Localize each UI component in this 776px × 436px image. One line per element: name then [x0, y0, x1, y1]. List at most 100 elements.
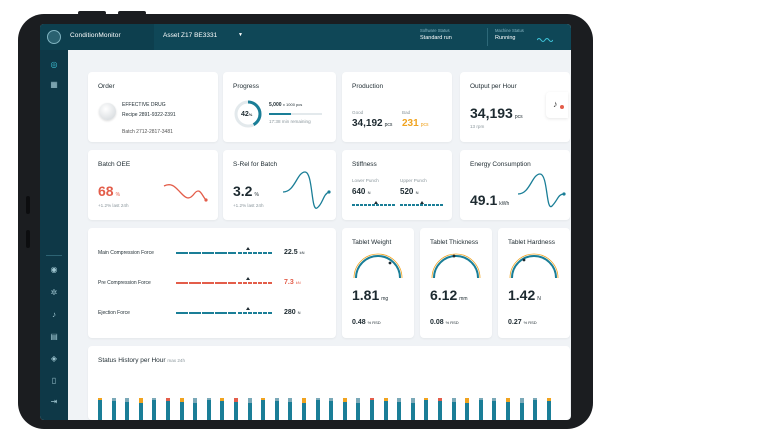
stiffness-bar	[352, 201, 444, 206]
bell-icon[interactable]: ♪	[52, 310, 56, 319]
history-bar[interactable]	[478, 398, 483, 420]
history-bar-cap	[397, 398, 402, 402]
history-bar[interactable]	[424, 398, 429, 420]
history-bar[interactable]	[383, 398, 388, 420]
history-bar[interactable]	[166, 398, 170, 420]
card-title: Status History per Hour max 24h	[98, 357, 185, 364]
user-icon[interactable]: ◉	[50, 265, 58, 274]
asset-selector[interactable]: Asset Z17 BE3331	[163, 32, 218, 39]
dashboard-icon[interactable]: ◎	[50, 60, 58, 69]
history-bar[interactable]	[533, 398, 538, 420]
tablet-sensor	[26, 230, 30, 248]
history-bar-cap	[492, 398, 497, 401]
history-bar[interactable]	[206, 398, 211, 420]
force-gauge	[176, 307, 272, 314]
history-bar[interactable]	[234, 398, 238, 420]
sidebar: ◎ ▦ ‹ ◉ ✲ ♪ ▤ ◈ ▯ ⇥	[40, 50, 68, 420]
chevron-down-icon[interactable]: ▼	[238, 32, 243, 38]
upper-punch-label: Upper Punch	[400, 178, 427, 183]
logo-icon	[47, 30, 61, 44]
status-history-card[interactable]: Status History per Hour max 24h	[88, 346, 570, 420]
card-title: Output per Hour	[470, 83, 517, 90]
history-bar[interactable]	[288, 398, 293, 420]
notification-button[interactable]: ♪	[546, 92, 568, 118]
card-title: Batch OEE	[98, 161, 131, 168]
history-bar[interactable]	[342, 398, 347, 420]
machine-status-label: Machine Status	[495, 28, 524, 33]
card-title: Production	[352, 83, 384, 90]
tablet-thickness-card[interactable]: Tablet Thickness 6.12 mm 0.08 % RSD	[420, 228, 492, 338]
good-label: Good	[352, 110, 364, 115]
app-title: ConditionMonitor	[70, 32, 121, 39]
history-bar[interactable]	[519, 398, 524, 420]
force-label: Ejection Force	[98, 310, 130, 316]
history-bar[interactable]	[125, 398, 130, 420]
history-bar[interactable]	[302, 398, 306, 420]
history-bar-cap	[370, 398, 374, 400]
shield-icon[interactable]: ◈	[50, 354, 58, 363]
batch-oee-card[interactable]: Batch OEE 68% +1.2% last 24h	[88, 150, 218, 220]
history-bar[interactable]	[546, 398, 551, 420]
software-status: Software Status Standard run	[420, 28, 452, 41]
history-bar[interactable]	[492, 398, 497, 420]
history-bar[interactable]	[329, 398, 334, 420]
energy-card[interactable]: Energy Consumption 49.1 kWh	[460, 150, 570, 220]
history-bar-cap	[138, 398, 143, 403]
stiffness-card[interactable]: Stiffness Lower Punch 640 N Upper Punch …	[342, 150, 452, 220]
history-bar[interactable]	[138, 398, 143, 420]
history-bar[interactable]	[152, 398, 157, 420]
batch-number: Batch 2712-2817-3481	[122, 129, 173, 135]
history-bar-cap	[451, 398, 456, 402]
history-bar[interactable]	[261, 398, 266, 420]
history-bar[interactable]	[179, 398, 184, 420]
order-card[interactable]: Order EFFECTIVE DRUG Recipe 2891-9322-23…	[88, 72, 218, 142]
history-bar[interactable]	[111, 398, 116, 420]
card-title: Tablet Weight	[352, 239, 392, 246]
force-value: 22.5 kN	[284, 249, 305, 256]
document-icon[interactable]: ▤	[50, 332, 58, 341]
tablet-hardness-card[interactable]: Tablet Hardness 1.42 N 0.27 % RSD	[498, 228, 570, 338]
history-bar-cap	[193, 398, 198, 403]
history-bar-cap	[342, 398, 347, 402]
remaining-time: 17:38 min remaining	[269, 119, 311, 124]
history-bar[interactable]	[98, 398, 102, 420]
history-bar[interactable]	[370, 398, 374, 420]
history-bar-cap	[315, 398, 320, 400]
history-bar[interactable]	[397, 398, 402, 420]
production-card[interactable]: Production Good 34,192 pcs Bad 231 pcs	[342, 72, 452, 142]
forces-card[interactable]: Main Compression Force 22.5 kN Pre Compres…	[88, 228, 336, 338]
grid-icon[interactable]: ▦	[50, 80, 58, 89]
tablet-weight-card[interactable]: Tablet Weight 1.81 mg 0.48 % RSD	[342, 228, 414, 338]
history-bar[interactable]	[247, 398, 252, 420]
history-bar[interactable]	[220, 398, 225, 420]
card-title: Stiffness	[352, 161, 377, 168]
pill-icon	[99, 103, 116, 120]
settings-icon[interactable]: ✲	[50, 288, 58, 297]
history-bar[interactable]	[410, 398, 415, 420]
history-bar[interactable]	[465, 398, 470, 420]
history-bar[interactable]	[193, 398, 198, 420]
history-bar-cap	[125, 398, 130, 402]
card-title: Tablet Hardness	[508, 239, 555, 246]
machine-status: Machine Status Running	[495, 28, 524, 41]
history-bar[interactable]	[451, 398, 456, 420]
history-bar[interactable]	[438, 398, 442, 420]
history-bar[interactable]	[315, 398, 320, 420]
weight-rsd: 0.48 % RSD	[352, 319, 381, 326]
rpm-value: 13 rpm	[470, 124, 485, 129]
history-bar-cap	[478, 398, 483, 400]
book-icon[interactable]: ▯	[51, 376, 57, 385]
hardness-rsd: 0.27 % RSD	[508, 319, 537, 326]
card-title: S-Rel for Batch	[233, 161, 278, 168]
logout-icon[interactable]: ⇥	[50, 397, 58, 406]
app-branding[interactable]: ConditionMonitor	[40, 24, 154, 50]
volume-button	[78, 11, 106, 15]
progress-percent: 42%	[241, 111, 253, 118]
top-bar: ConditionMonitor Asset Z17 BE3331 ▼ Soft…	[40, 24, 571, 50]
history-bar[interactable]	[506, 398, 510, 420]
progress-card[interactable]: Progress 42% 5,000 x 1000 pcs 17:38 min …	[223, 72, 336, 142]
srel-card[interactable]: S-Rel for Batch 3.2% +1.2% last 24h	[223, 150, 336, 220]
history-bar[interactable]	[274, 398, 279, 420]
history-bar-cap	[247, 398, 252, 403]
history-bar[interactable]	[356, 398, 361, 420]
